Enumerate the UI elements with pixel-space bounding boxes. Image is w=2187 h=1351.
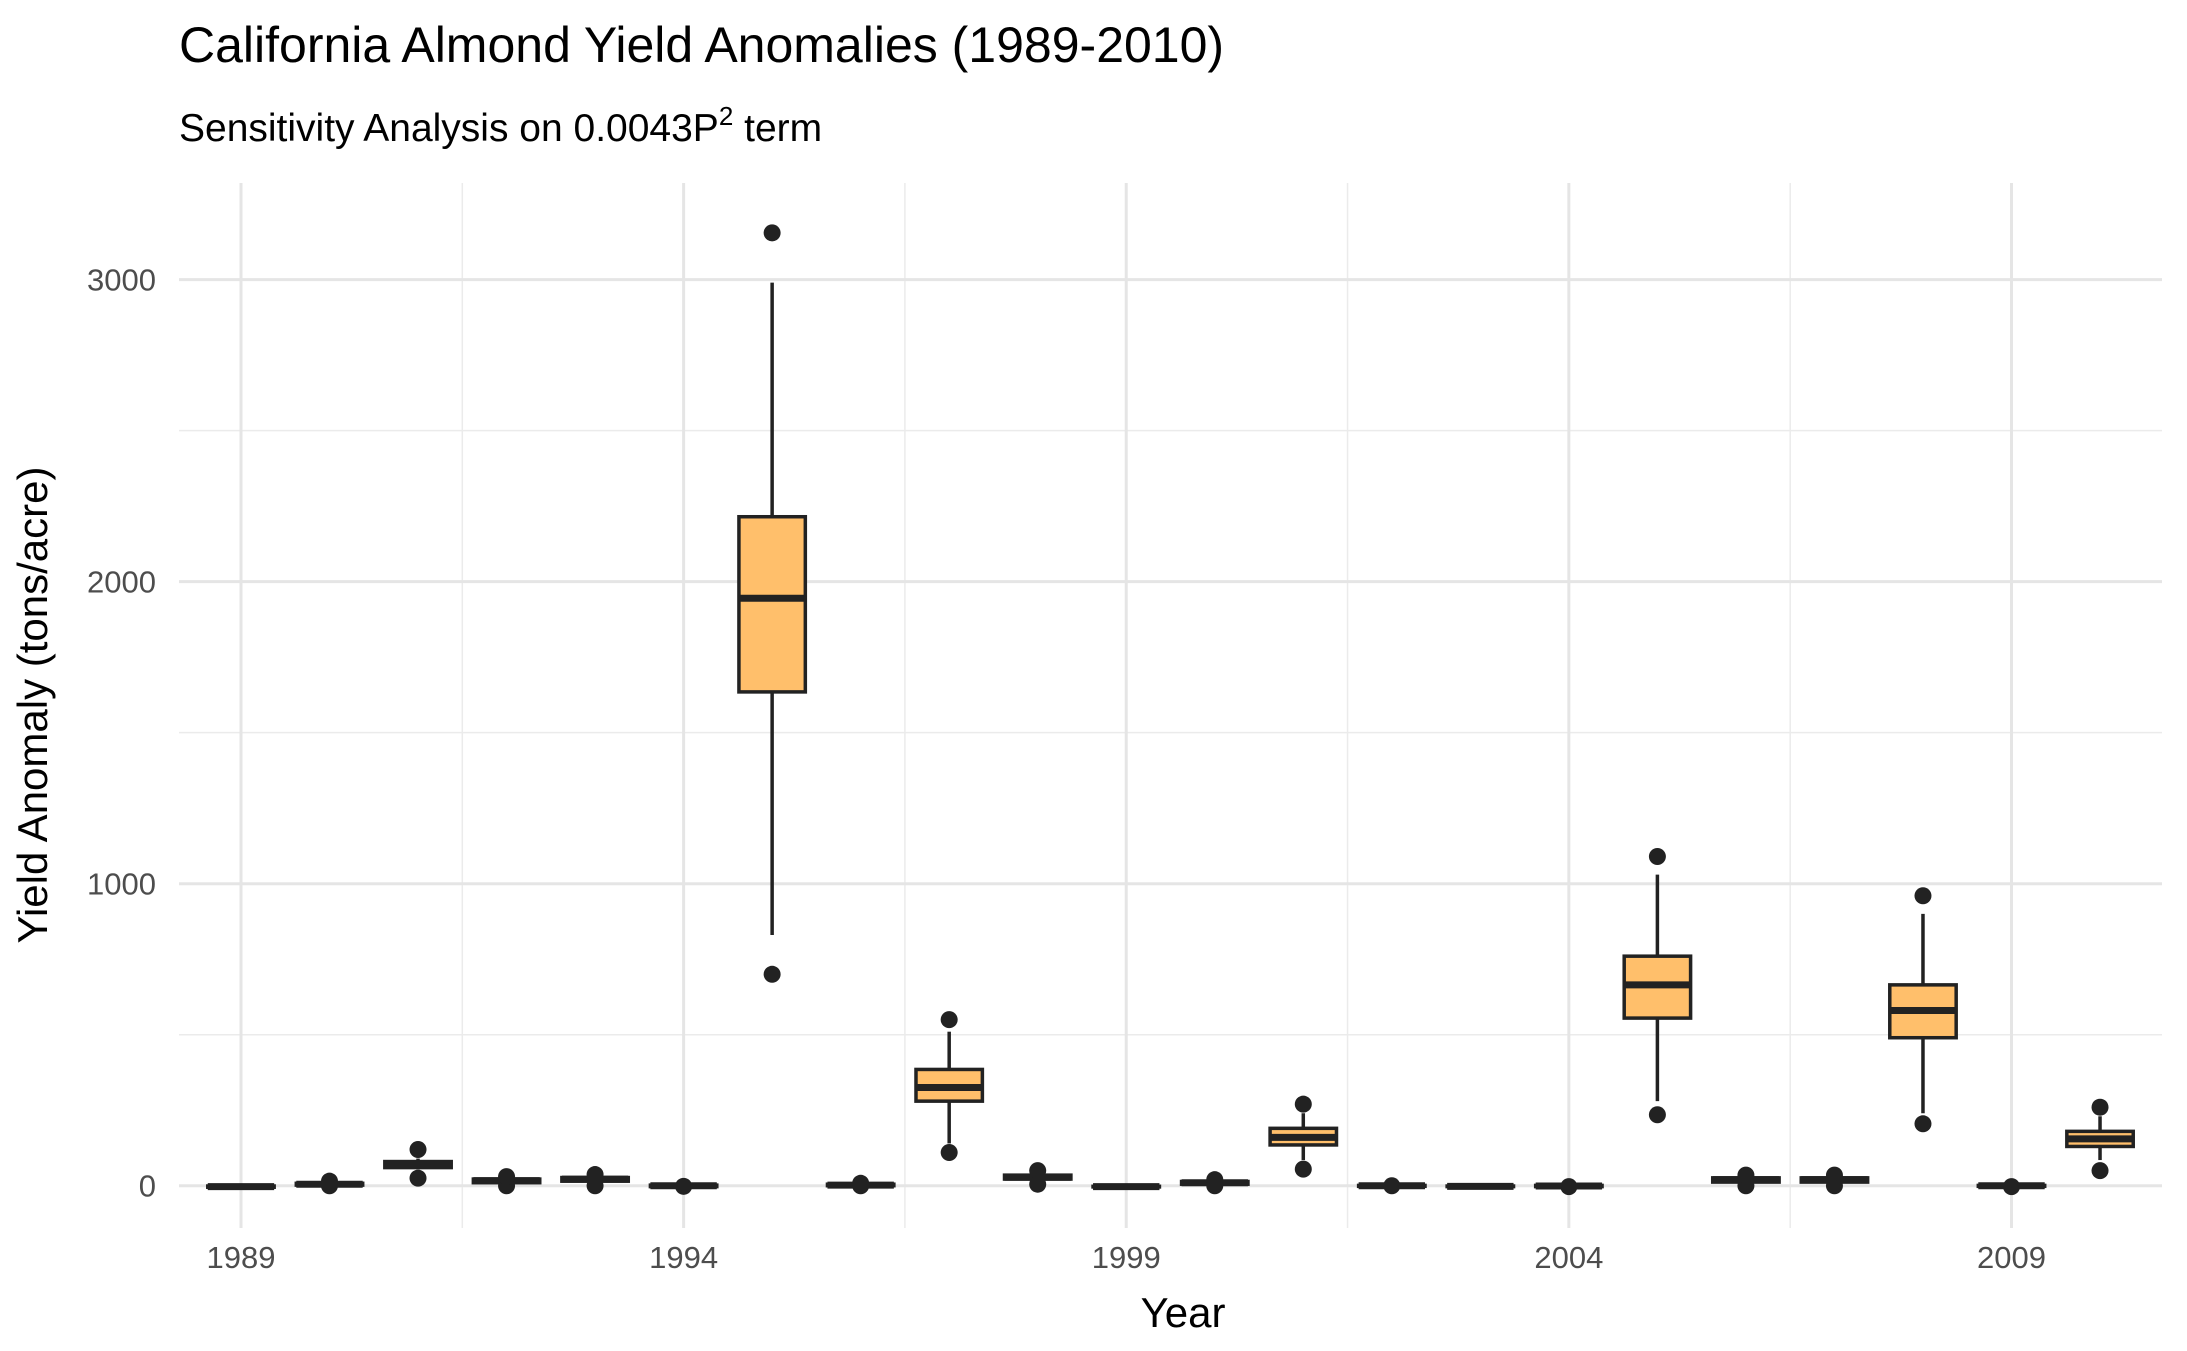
axis-tick-labels: 0 1000 2000 3000 1989 1994 1999 2004 2009: [87, 263, 2046, 1275]
y-tick-label: 1000: [87, 867, 156, 902]
box-1991: [383, 1140, 453, 1187]
box-1992: [471, 1168, 542, 1195]
x-tick-label: 2009: [1977, 1240, 2046, 1275]
box-1999: [1091, 1183, 1162, 1191]
outlier-point: [2091, 1162, 2109, 1180]
outlier-point: [2091, 1098, 2109, 1116]
box-1998: [1002, 1162, 1073, 1193]
x-tick-label: 1994: [649, 1240, 718, 1275]
box-1997: [914, 1011, 985, 1161]
box-2001: [1268, 1095, 1339, 1178]
chart-subtitle-text: Sensitivity Analysis on 0.0043P: [179, 107, 719, 150]
outlier-point: [763, 965, 781, 983]
outlier-point: [763, 224, 781, 242]
outlier-point: [940, 1011, 958, 1029]
y-tick-label: 0: [139, 1169, 156, 1204]
box-1994: [648, 1177, 719, 1195]
box-2005: [1622, 848, 1693, 1124]
y-tick-label: 2000: [87, 565, 156, 600]
grid-lines: [179, 183, 2162, 1228]
x-axis-title: Year: [1141, 1289, 1226, 1336]
box-2007: [1799, 1166, 1870, 1195]
outlier-point: [586, 1166, 604, 1184]
outlier-point: [1294, 1095, 1312, 1113]
box-1996: [825, 1174, 896, 1195]
outlier-point: [1294, 1160, 1312, 1178]
outlier-point: [1914, 1115, 1932, 1133]
outlier-point: [320, 1172, 338, 1190]
outlier-point: [1383, 1177, 1401, 1195]
x-tick-label: 1999: [1092, 1240, 1161, 1275]
outlier-point: [675, 1177, 693, 1195]
outlier-point: [1737, 1166, 1755, 1184]
box-2009: [1976, 1178, 2047, 1196]
x-tick-label: 1989: [206, 1240, 275, 1275]
box-1990: [294, 1172, 365, 1195]
outlier-point: [2003, 1178, 2021, 1196]
box-iqr: [737, 514, 808, 694]
box-2010: [2065, 1098, 2135, 1180]
outlier-point: [1029, 1162, 1047, 1180]
box-2006: [1710, 1166, 1781, 1195]
box-2002: [1356, 1177, 1427, 1195]
chart-subtitle-superscript: 2: [719, 101, 733, 131]
y-tick-label: 3000: [87, 263, 156, 298]
outlier-point: [409, 1140, 427, 1158]
outlier-point: [1560, 1178, 1578, 1196]
outlier-point: [1648, 848, 1666, 866]
outlier-point: [1825, 1166, 1843, 1184]
outlier-point: [852, 1174, 870, 1192]
chart-title: California Almond Yield Anomalies (1989-…: [179, 17, 1224, 73]
outlier-point: [1029, 1175, 1047, 1193]
chart-subtitle: Sensitivity Analysis on 0.0043P2 term: [179, 101, 822, 150]
box-2004: [1533, 1178, 1604, 1196]
box-plot-marks: [206, 224, 2135, 1196]
outlier-point: [1206, 1171, 1224, 1189]
outlier-point: [1648, 1106, 1666, 1124]
outlier-point: [940, 1143, 958, 1161]
box-2008: [1888, 887, 1958, 1133]
x-tick-label: 2004: [1534, 1240, 1603, 1275]
box-2003: [1445, 1182, 1516, 1190]
outlier-point: [498, 1168, 516, 1186]
y-axis-title: Yield Anomaly (tons/acre): [9, 467, 56, 944]
box-2000: [1179, 1171, 1250, 1195]
chart-subtitle-suffix: term: [733, 107, 822, 150]
box-1989: [206, 1183, 276, 1191]
outlier-point: [1914, 887, 1932, 905]
box-1995: [737, 224, 808, 983]
outlier-point: [409, 1169, 427, 1187]
box-1993: [560, 1166, 631, 1195]
